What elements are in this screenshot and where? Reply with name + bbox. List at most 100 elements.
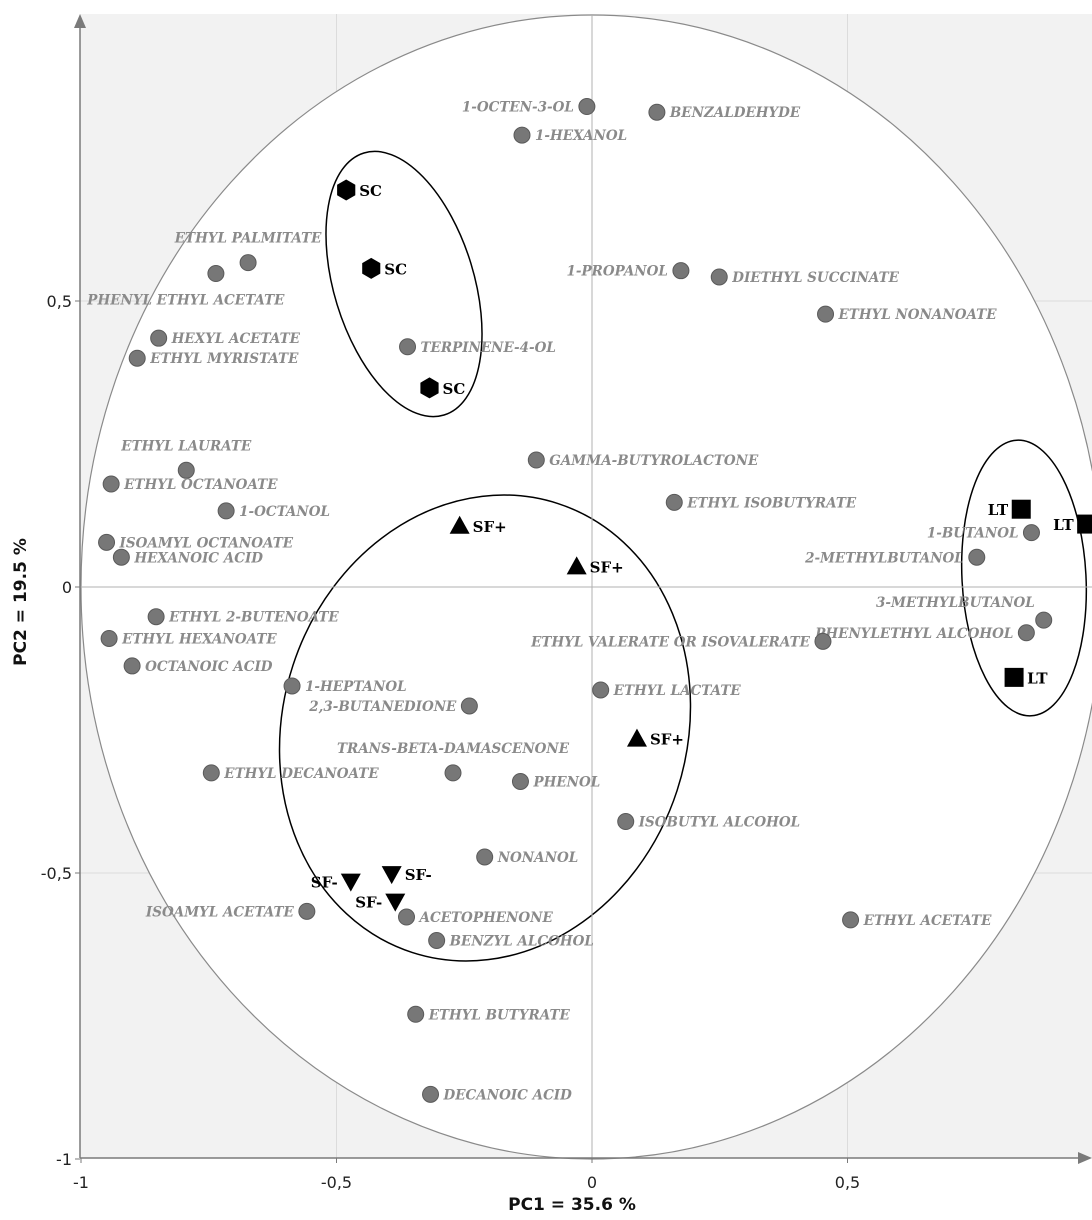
variable-point xyxy=(428,931,446,949)
tick-labels: -1 -0,5 0 0,5 -1 -0,5 0 0,5 xyxy=(41,292,860,1192)
y-axis-title: PC2 = 19.5 % xyxy=(11,538,31,666)
lt-square-marker xyxy=(1011,499,1031,519)
variable-point xyxy=(444,764,462,782)
variable-label: ETHYL HEXANOATE xyxy=(121,631,277,647)
y-tick-label: 0,5 xyxy=(47,292,72,311)
variable-label: ISOBUTYL ALCOHOL xyxy=(638,815,800,831)
x-tick-label: 0,5 xyxy=(835,1173,860,1192)
variable-label: ETHYL VALERATE OR ISOVALERATE xyxy=(530,634,811,650)
x-tick-label: -0,5 xyxy=(321,1173,352,1192)
sample-label: SC xyxy=(384,260,407,278)
lt-square-marker xyxy=(1077,514,1092,534)
x-tick-label: 0 xyxy=(587,1173,597,1192)
variable-label: NONANOL xyxy=(497,850,579,866)
sf-minus-triangle-marker xyxy=(385,893,406,912)
variable-point xyxy=(202,764,220,782)
variable-point xyxy=(578,98,596,116)
variable-point xyxy=(207,265,225,283)
variable-label: ETHYL ACETATE xyxy=(863,913,993,929)
variable-point xyxy=(513,126,531,144)
variable-label: HEXYL ACETATE xyxy=(171,331,301,347)
variable-point xyxy=(239,254,257,272)
variable-point xyxy=(150,329,168,347)
variable-point xyxy=(128,349,146,367)
variable-point xyxy=(814,632,832,650)
variable-label: 1-OCTEN-3-OL xyxy=(462,100,574,116)
variable-point xyxy=(177,461,195,479)
x-tick-label: -1 xyxy=(73,1173,89,1192)
variable-point xyxy=(817,305,835,323)
variable-label: ETHYL ISOBUTYRATE xyxy=(686,495,857,511)
y-tick-label: 0 xyxy=(62,578,72,597)
variable-point xyxy=(217,502,235,520)
variable-point xyxy=(665,493,683,511)
variable-point xyxy=(283,677,301,695)
variable-label: 1-OCTANOL xyxy=(239,504,330,520)
y-tick-label: -1 xyxy=(56,1150,72,1169)
x-axis-arrow xyxy=(1078,1152,1092,1164)
variable-label: ETHYL LACTATE xyxy=(613,683,742,699)
variable-label: TERPINENE-4-OL xyxy=(421,340,556,356)
variable-label: ETHYL OCTANOATE xyxy=(123,477,278,493)
variable-label: 1-HEXANOL xyxy=(535,128,627,144)
variable-label: ETHYL PALMITATE xyxy=(174,231,322,247)
variable-point xyxy=(476,848,494,866)
sf-plus-triangle-marker xyxy=(626,728,647,747)
variable-point xyxy=(1022,524,1040,542)
variable-point xyxy=(100,629,118,647)
variable-point xyxy=(1017,624,1035,642)
variable-point xyxy=(710,268,728,286)
sample-label: SC xyxy=(359,182,382,200)
variable-label: 2,3-BUTANEDIONE xyxy=(308,699,457,715)
sample-label: SF+ xyxy=(650,731,684,749)
sample-label: LT xyxy=(1053,516,1074,534)
variable-label: PHENYLETHYL ALCOHOL xyxy=(814,626,1013,642)
variable-label: ETHYL LAURATE xyxy=(120,438,252,454)
variable-point xyxy=(617,813,635,831)
variable-point xyxy=(102,475,120,493)
lt-group-ellipse xyxy=(960,439,1088,717)
sf-plus-triangle-marker xyxy=(449,515,470,534)
lt-square-marker xyxy=(1004,667,1024,687)
variable-label: 1-BUTANOL xyxy=(927,526,1019,542)
variable-label: ACETOPHENONE xyxy=(418,910,554,926)
sample-label: SF+ xyxy=(473,518,507,536)
variable-label: DIETHYL SUCCINATE xyxy=(731,270,899,286)
variable-point xyxy=(968,548,986,566)
variable-label: OCTANOIC ACID xyxy=(145,659,273,675)
sc-group-ellipse xyxy=(325,150,483,418)
variable-point xyxy=(592,681,610,699)
variable-label: ETHYL 2-BUTENOATE xyxy=(168,610,339,626)
variable-label: ISOAMYL ACETATE xyxy=(145,904,295,920)
variable-point xyxy=(672,262,690,280)
variable-label: BENZYL ALCOHOL xyxy=(449,933,594,949)
variable-label: ETHYL NONANOATE xyxy=(838,307,998,323)
sample-points: SC SC SC SF+ SF+ SF+ SF- SF- SF- LT LT LT xyxy=(311,179,1092,912)
variable-point xyxy=(407,1005,425,1023)
sc-hexagon-marker xyxy=(362,257,381,279)
sample-label: SC xyxy=(443,380,466,398)
sample-label: SF- xyxy=(355,894,382,912)
variable-point xyxy=(1035,611,1053,629)
variable-label: PHENOL xyxy=(532,774,600,790)
variable-label: TRANS-BETA-DAMASCENONE xyxy=(337,741,570,757)
variable-point xyxy=(399,338,417,356)
variable-label: ISOAMYL OCTANOATE xyxy=(119,535,294,551)
variable-point xyxy=(112,548,130,566)
variable-point xyxy=(648,103,666,121)
sf-minus-triangle-marker xyxy=(340,873,361,892)
axes xyxy=(74,14,1092,1164)
sample-label: LT xyxy=(988,501,1009,519)
variable-point xyxy=(511,772,529,790)
variable-points: 1-OCTEN-3-OL BENZALDEHYDE 1-HEXANOL ETHYL P… xyxy=(86,98,1053,1103)
sample-group-ellipses xyxy=(278,150,1088,962)
x-axis-title: PC1 = 35.6 % xyxy=(508,1195,636,1215)
variable-label: 1-HEPTANOL xyxy=(305,679,407,695)
variable-label: ETHYL MYRISTATE xyxy=(149,351,299,367)
sample-label: LT xyxy=(1027,669,1048,687)
variable-label: HEXANOIC ACID xyxy=(133,550,263,566)
variable-point xyxy=(98,533,116,551)
y-tick-label: -0,5 xyxy=(41,864,72,883)
variable-label: BENZALDEHYDE xyxy=(669,105,801,121)
variable-label: GAMMA-BUTYROLACTONE xyxy=(549,453,759,469)
